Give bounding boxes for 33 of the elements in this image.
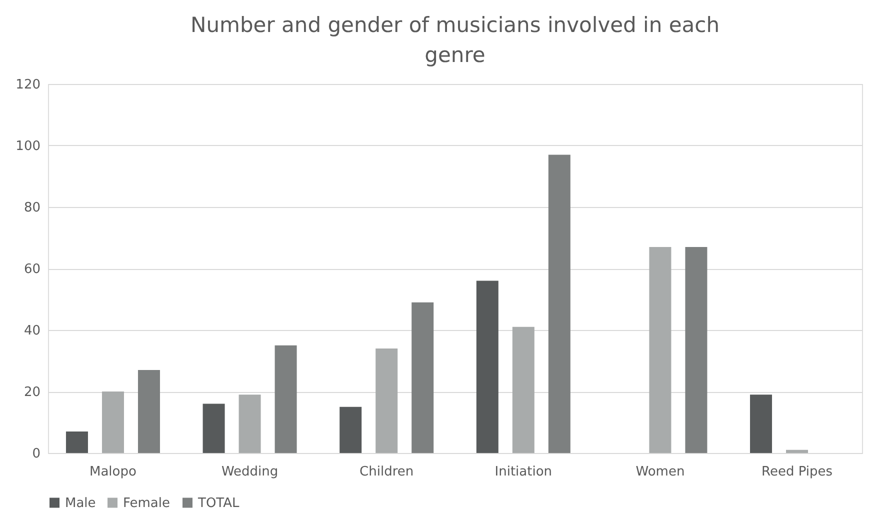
bar: [685, 246, 708, 453]
legend-label: Female: [123, 496, 170, 511]
bar: [512, 326, 534, 453]
y-tick-label: 0: [32, 446, 40, 462]
legend-label: Male: [65, 496, 96, 511]
y-tick-label: 60: [24, 262, 40, 277]
bar: [476, 280, 498, 453]
y-tick-label: 80: [24, 200, 40, 216]
x-tick-label: Women: [636, 464, 685, 480]
y-tick-label: 100: [16, 139, 40, 154]
bar: [66, 431, 88, 453]
bar: [376, 348, 398, 453]
bar: [548, 154, 570, 453]
y-tick-label: 40: [24, 324, 40, 338]
bar: [274, 345, 297, 453]
bar: [202, 404, 225, 453]
bar: [102, 392, 124, 453]
legend-label: TOTAL: [197, 496, 240, 511]
x-tick-label: Initiation: [494, 464, 552, 480]
chart-title: Number and gender of musicians involved in each genre: [190, 13, 720, 67]
bar: [750, 394, 772, 453]
bar: [786, 450, 808, 453]
y-tick-label: 120: [16, 78, 40, 92]
bar: [238, 394, 261, 453]
x-tick-label: Malopo: [90, 464, 136, 480]
bar: [340, 406, 362, 453]
x-tick-label: Wedding: [221, 464, 278, 480]
y-tick-label: 20: [24, 385, 40, 400]
bar: [138, 370, 160, 453]
bar: [412, 302, 434, 453]
bar: [649, 246, 672, 453]
x-tick-label: Reed Pipes: [762, 464, 833, 480]
x-tick-label: Children: [360, 464, 414, 480]
